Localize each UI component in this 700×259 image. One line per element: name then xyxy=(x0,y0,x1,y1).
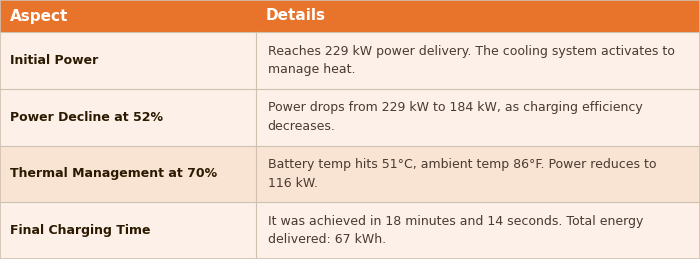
Bar xyxy=(0,0,700,32)
Text: Power drops from 229 kW to 184 kW, as charging efficiency
decreases.: Power drops from 229 kW to 184 kW, as ch… xyxy=(267,101,643,133)
Bar xyxy=(0,32,700,89)
Text: Battery temp hits 51°C, ambient temp 86°F. Power reduces to
116 kW.: Battery temp hits 51°C, ambient temp 86°… xyxy=(267,158,656,190)
Text: Reaches 229 kW power delivery. The cooling system activates to
manage heat.: Reaches 229 kW power delivery. The cooli… xyxy=(267,45,674,76)
Text: Thermal Management at 70%: Thermal Management at 70% xyxy=(10,167,217,180)
Bar xyxy=(0,89,700,146)
Text: Final Charging Time: Final Charging Time xyxy=(10,224,150,237)
Text: Power Decline at 52%: Power Decline at 52% xyxy=(10,111,163,124)
Text: Aspect: Aspect xyxy=(10,9,69,24)
Text: It was achieved in 18 minutes and 14 seconds. Total energy
delivered: 67 kWh.: It was achieved in 18 minutes and 14 sec… xyxy=(267,215,643,246)
Bar xyxy=(0,146,700,202)
Bar xyxy=(0,202,700,259)
Text: Initial Power: Initial Power xyxy=(10,54,98,67)
Text: Details: Details xyxy=(265,9,326,24)
